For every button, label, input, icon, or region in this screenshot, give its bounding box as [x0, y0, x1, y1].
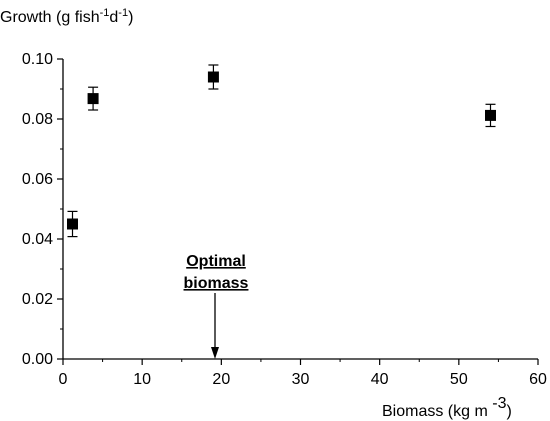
y-tick-label: 0.02 [22, 291, 53, 308]
x-tick-label: 20 [212, 371, 230, 388]
y-axis-title: Growth (g fish-1d-1) [0, 7, 133, 26]
x-tick-label: 10 [133, 371, 151, 388]
y-tick-label: 0.04 [22, 231, 53, 248]
data-point [207, 71, 219, 83]
x-axis-title: Biomass (kg m -3) [382, 395, 512, 420]
data-point [87, 93, 99, 105]
annotation-line-2: biomass [184, 275, 249, 292]
y-tick-label: 0.08 [22, 111, 53, 128]
x-tick-label: 50 [450, 371, 468, 388]
axes [62, 59, 538, 360]
y-ticks: 0.00 0.02 0.04 0.06 0.08 0.10 [22, 51, 63, 368]
x-tick-label: 30 [292, 371, 310, 388]
x-ticks: 0 10 20 30 40 50 60 [59, 359, 547, 388]
x-tick-label: 0 [59, 371, 68, 388]
annotation-line-1: Optimal [186, 253, 246, 270]
annotation-arrowhead [211, 347, 219, 359]
x-tick-label: 60 [529, 371, 547, 388]
data-points [67, 64, 496, 238]
data-point [67, 218, 78, 230]
y-tick-label: 0.10 [22, 51, 53, 68]
optimal-biomass-annotation: Optimal biomass [184, 253, 249, 359]
data-point [485, 109, 496, 121]
y-tick-label: 0.06 [22, 171, 53, 188]
x-tick-label: 40 [371, 371, 389, 388]
y-tick-label: 0.00 [22, 351, 53, 368]
